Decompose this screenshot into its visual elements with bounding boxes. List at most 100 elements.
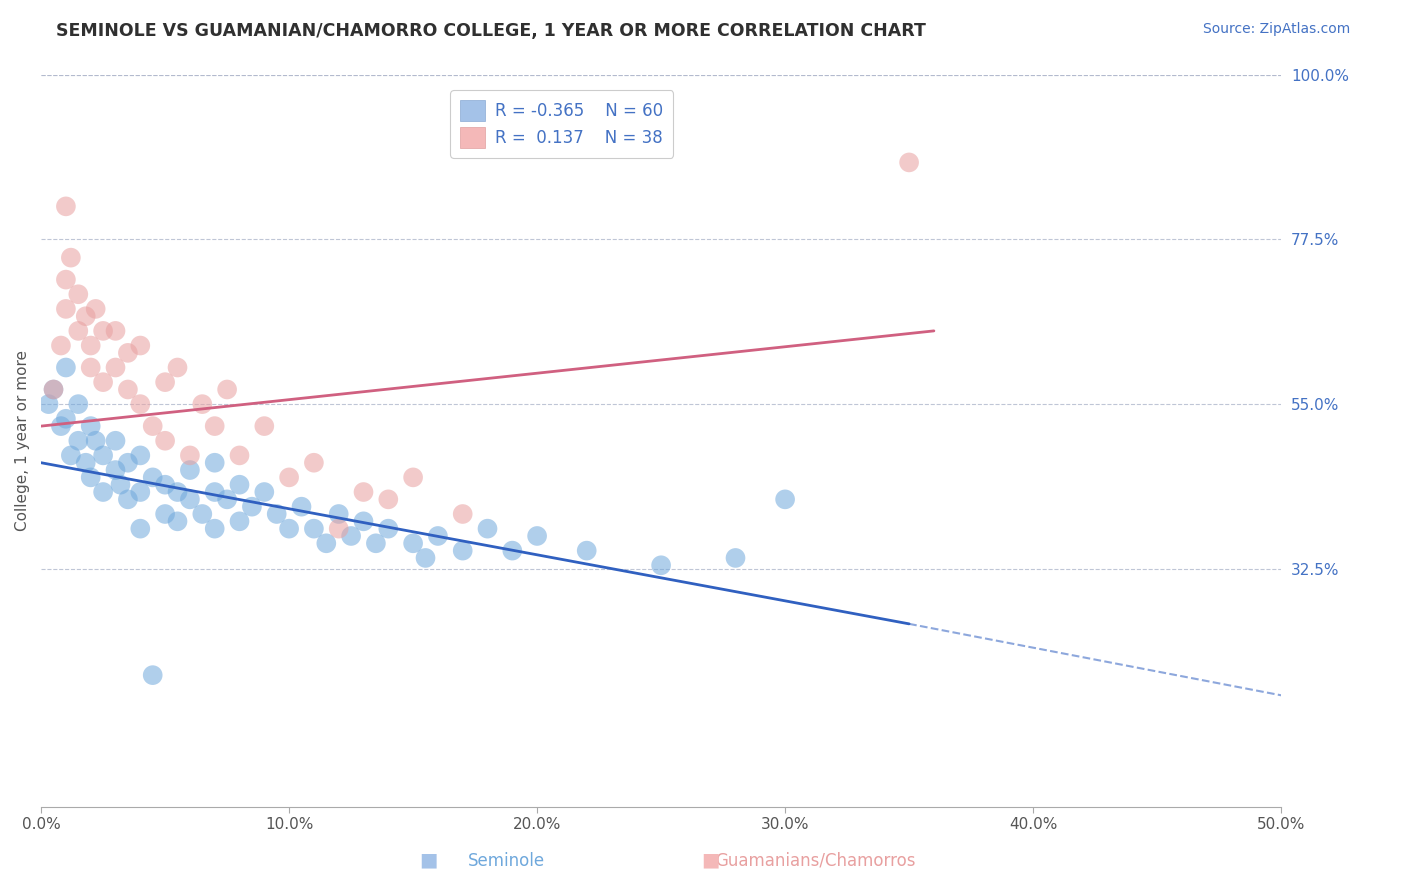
Point xyxy=(91,449,114,463)
Text: Guamanians/Chamorros: Guamanians/Chamorros xyxy=(716,852,915,870)
Point xyxy=(204,419,226,434)
Point xyxy=(153,434,176,448)
Point xyxy=(501,543,523,558)
Point xyxy=(377,492,399,507)
Point xyxy=(49,338,72,352)
Point xyxy=(253,485,276,500)
Point xyxy=(179,449,201,463)
Point xyxy=(104,324,127,338)
Point xyxy=(117,456,139,470)
Point xyxy=(117,492,139,507)
Point xyxy=(477,522,499,536)
Point xyxy=(104,434,127,448)
Point xyxy=(42,383,65,397)
Point xyxy=(49,419,72,434)
Point xyxy=(55,301,77,316)
Point xyxy=(290,500,312,514)
Point xyxy=(84,301,107,316)
Point xyxy=(55,272,77,286)
Point xyxy=(91,485,114,500)
Point xyxy=(315,536,337,550)
Point xyxy=(129,449,152,463)
Point xyxy=(129,485,152,500)
Point xyxy=(80,470,103,484)
Point xyxy=(166,360,188,375)
Point xyxy=(328,522,350,536)
Point xyxy=(377,522,399,536)
Point xyxy=(38,397,60,411)
Point xyxy=(91,324,114,338)
Point xyxy=(59,449,82,463)
Text: SEMINOLE VS GUAMANIAN/CHAMORRO COLLEGE, 1 YEAR OR MORE CORRELATION CHART: SEMINOLE VS GUAMANIAN/CHAMORRO COLLEGE, … xyxy=(56,22,927,40)
Point xyxy=(426,529,449,543)
Point xyxy=(84,434,107,448)
Point xyxy=(129,522,152,536)
Point xyxy=(42,383,65,397)
Point xyxy=(353,485,375,500)
Point xyxy=(204,522,226,536)
Text: Source: ZipAtlas.com: Source: ZipAtlas.com xyxy=(1202,22,1350,37)
Point xyxy=(153,375,176,389)
Point xyxy=(67,287,90,301)
Point xyxy=(278,522,301,536)
Point xyxy=(75,456,97,470)
Point xyxy=(228,477,250,491)
Point xyxy=(302,522,325,536)
Point xyxy=(240,500,263,514)
Point xyxy=(191,507,214,521)
Text: ■: ■ xyxy=(419,851,439,870)
Point xyxy=(266,507,288,521)
Point xyxy=(80,419,103,434)
Point xyxy=(179,492,201,507)
Point xyxy=(773,492,796,507)
Point xyxy=(402,536,425,550)
Y-axis label: College, 1 year or more: College, 1 year or more xyxy=(15,351,30,532)
Point xyxy=(724,550,747,565)
Point xyxy=(104,360,127,375)
Point xyxy=(402,470,425,484)
Point xyxy=(75,310,97,324)
Point xyxy=(91,375,114,389)
Point xyxy=(217,492,239,507)
Point xyxy=(166,485,188,500)
Point xyxy=(217,383,239,397)
Point xyxy=(142,419,165,434)
Point xyxy=(129,338,152,352)
Point xyxy=(117,346,139,360)
Point xyxy=(340,529,363,543)
Point xyxy=(59,251,82,265)
Legend: R = -0.365    N = 60, R =  0.137    N = 38: R = -0.365 N = 60, R = 0.137 N = 38 xyxy=(450,90,673,158)
Point xyxy=(55,411,77,425)
Point xyxy=(67,397,90,411)
Point xyxy=(204,485,226,500)
Point xyxy=(353,514,375,528)
Point xyxy=(166,514,188,528)
Point xyxy=(67,434,90,448)
Point xyxy=(451,507,474,521)
Point xyxy=(526,529,548,543)
Point xyxy=(80,338,103,352)
Point xyxy=(129,397,152,411)
Point xyxy=(55,360,77,375)
Point xyxy=(575,543,598,558)
Point xyxy=(650,558,672,573)
Point xyxy=(328,507,350,521)
Point xyxy=(228,449,250,463)
Point xyxy=(253,419,276,434)
Point xyxy=(110,477,132,491)
Point xyxy=(55,199,77,213)
Point xyxy=(67,324,90,338)
Point xyxy=(153,477,176,491)
Point xyxy=(153,507,176,521)
Point xyxy=(228,514,250,528)
Text: ■: ■ xyxy=(700,851,720,870)
Point xyxy=(451,543,474,558)
Point xyxy=(191,397,214,411)
Point xyxy=(80,360,103,375)
Point xyxy=(204,456,226,470)
Point xyxy=(898,155,921,169)
Point xyxy=(415,550,437,565)
Point xyxy=(278,470,301,484)
Point xyxy=(179,463,201,477)
Point xyxy=(142,668,165,682)
